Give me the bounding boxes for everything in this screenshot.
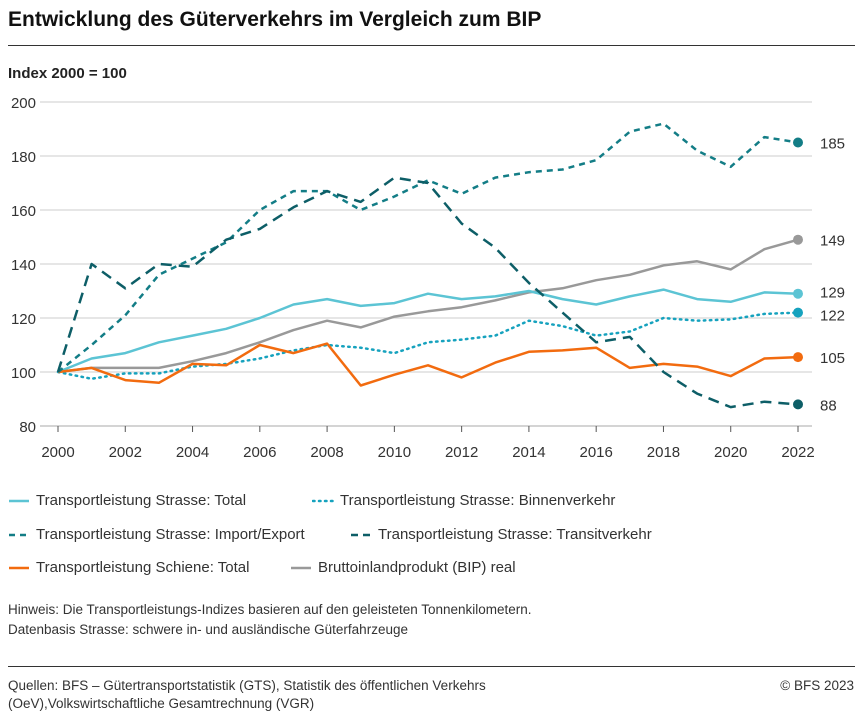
sources-line-2: (OeV),Volkswirtschaftliche Gesamtrechnun… [8,696,315,711]
legend-item: Transportleistung Strasse: Transitverkeh… [350,526,652,543]
note-line-2: Datenbasis Strasse: schwere in- und ausl… [8,622,408,637]
y-tick-label: 120 [11,311,36,328]
series-end-label: 129 [820,285,845,302]
series-end-label: 185 [820,136,845,153]
footer-divider [8,666,855,667]
series-line [56,311,800,381]
note-line-1: Hinweis: Die Transportleistungs-Indizes … [8,602,532,617]
series-end-marker [793,288,803,299]
legend-label: Transportleistung Strasse: Total [36,492,247,509]
y-tick-label: 160 [11,203,36,220]
series-end-marker [793,137,803,148]
y-tick-label: 80 [19,419,36,436]
x-tick-label: 2016 [579,444,612,461]
series-line [57,122,799,373]
y-tick-label: 180 [11,149,36,166]
legend-item: Transportleistung Strasse: Binnenverkehr [312,492,615,509]
x-tick-label: 2020 [714,444,747,461]
legend-swatch [291,566,311,569]
series-line [57,238,799,374]
series-end-label: 105 [820,350,845,367]
x-tick-label: 2022 [781,444,814,461]
x-tick-label: 2000 [41,444,74,461]
x-tick-label: 2004 [176,444,209,461]
x-tick-label: 2002 [109,444,142,461]
legend-swatch [9,499,29,502]
series-end-marker [793,352,803,363]
legend-item: Bruttoinlandprodukt (BIP) real [290,559,516,576]
series-end-marker [793,399,803,410]
line-chart: 80 100 120 140 160 180 200 2000 2002 2004 2006 2008… [11,95,845,461]
series-end-marker [793,234,803,245]
y-tick-label: 140 [11,257,36,274]
legend-label: Transportleistung Strasse: Transitverkeh… [378,526,652,543]
y-tick-label: 200 [11,95,36,112]
series-end-label: 122 [820,308,845,325]
x-tick-label: 2010 [378,444,411,461]
x-tick-label: 2014 [512,444,545,461]
legend-label: Transportleistung Strasse: Import/Export [36,526,305,543]
y-axis-label: Index 2000 = 100 [8,65,127,82]
legend-item: Transportleistung Schiene: Total [8,559,249,576]
copyright: © BFS 2023 [780,678,854,693]
x-tick-label: 2012 [445,444,478,461]
series-line [57,288,799,374]
legend-swatch [351,533,371,536]
series-end-label: 149 [820,233,845,250]
x-tick-label: 2008 [310,444,343,461]
sources-line-1: Quellen: BFS – Gütertransportstatistik (… [8,678,486,693]
x-tick-label: 2006 [243,444,276,461]
series-end-marker [793,307,803,318]
legend-item: Transportleistung Strasse: Import/Export [8,526,305,543]
legend-swatch [9,566,29,569]
series-end-label: 88 [820,397,837,414]
chart-title: Entwicklung des Güterverkehrs im Verglei… [8,8,542,31]
legend-label: Transportleistung Strasse: Binnenverkehr [340,492,616,509]
legend-item: Transportleistung Strasse: Total [8,492,246,509]
title-divider [8,45,855,46]
series-line [56,176,799,409]
y-tick-label: 100 [11,365,36,382]
legend-label: Bruttoinlandprodukt (BIP) real [318,559,516,576]
x-tick-label: 2018 [647,444,680,461]
legend-swatch [312,499,334,502]
legend-label: Transportleistung Schiene: Total [36,559,250,576]
series-line [57,342,799,387]
legend-swatch [9,533,29,536]
